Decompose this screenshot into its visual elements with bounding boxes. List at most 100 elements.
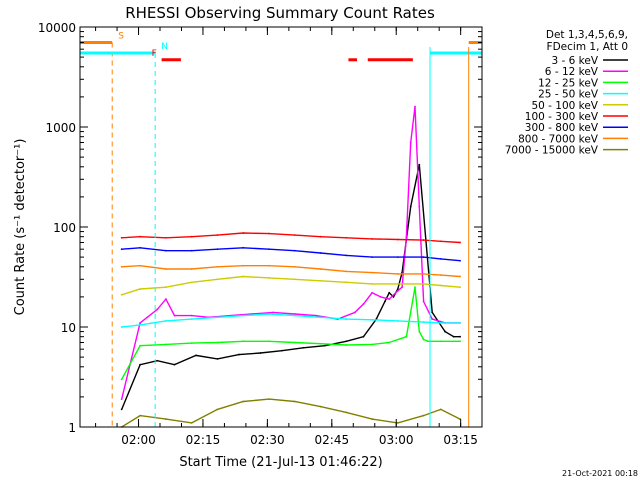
data-point	[345, 344, 348, 346]
data-point	[319, 235, 322, 238]
data-point	[293, 313, 296, 315]
data-point	[345, 340, 348, 343]
data-point	[216, 357, 219, 360]
data-point	[422, 282, 425, 285]
y-tick-label: 10000	[38, 21, 76, 35]
data-point	[319, 279, 322, 282]
legend-entry-label: 100 - 300 keV	[525, 111, 599, 123]
x-tick-label: 02:30	[250, 433, 285, 447]
data-point	[379, 295, 382, 298]
data-point	[242, 246, 245, 249]
legend-header: Det 1,3,4,5,6,9,	[546, 29, 628, 41]
chart-title: RHESSI Observing Summary Count Rates	[125, 4, 435, 22]
data-point	[418, 163, 421, 166]
series-line	[121, 247, 461, 262]
data-point	[422, 414, 425, 417]
data-point	[426, 340, 429, 343]
data-point	[268, 313, 270, 315]
data-point	[190, 314, 193, 317]
data-point	[319, 342, 322, 345]
series-4	[120, 313, 461, 328]
data-point	[319, 405, 322, 408]
data-point	[268, 398, 270, 401]
data-point	[190, 235, 193, 238]
data-point	[139, 235, 142, 238]
data-point	[444, 330, 446, 333]
x-tick-label: 03:15	[443, 433, 478, 447]
x-tick-label: 02:15	[186, 433, 221, 447]
data-point	[139, 344, 142, 347]
series-5	[120, 275, 461, 296]
data-point	[190, 318, 193, 320]
data-point	[396, 320, 399, 322]
data-point	[173, 314, 176, 317]
data-point	[242, 314, 245, 317]
data-point	[120, 248, 123, 251]
y-tick-label: 100	[53, 221, 76, 235]
data-point	[345, 281, 348, 284]
data-point	[345, 318, 348, 320]
data-point	[242, 264, 245, 267]
series-line	[121, 275, 461, 296]
data-point	[164, 268, 167, 270]
data-point	[405, 335, 408, 338]
data-point	[371, 238, 373, 240]
legend-entry-label: 7000 - 15000 keV	[505, 145, 599, 157]
data-point	[422, 338, 425, 341]
data-point	[293, 265, 296, 268]
legend-entry-label: 3 - 6 keV	[551, 55, 598, 67]
data-point	[422, 256, 425, 259]
data-point	[418, 205, 421, 208]
series-line	[121, 232, 461, 244]
series-line	[121, 164, 461, 410]
data-point	[345, 254, 348, 257]
data-point	[371, 343, 373, 346]
data-point	[388, 291, 391, 294]
data-point	[268, 276, 270, 279]
data-point	[371, 282, 373, 285]
data-point	[195, 354, 197, 357]
data-point	[409, 141, 412, 144]
data-point	[139, 264, 142, 267]
data-point	[190, 421, 193, 424]
data-point	[190, 268, 193, 270]
data-point	[384, 300, 386, 303]
data-point	[293, 341, 296, 344]
data-point	[242, 340, 245, 343]
data-point	[439, 284, 442, 287]
data-point	[396, 238, 399, 241]
data-point	[452, 335, 455, 338]
data-point	[459, 335, 461, 338]
data-point	[120, 326, 123, 328]
data-point	[173, 363, 176, 366]
data-point	[405, 235, 408, 238]
legend-entry-label: 12 - 25 keV	[538, 77, 599, 89]
data-point	[293, 249, 296, 252]
series-layer	[120, 105, 461, 428]
series-3	[120, 286, 461, 381]
series-line	[121, 106, 461, 400]
data-point	[319, 268, 322, 270]
data-point	[259, 352, 262, 354]
series-line	[121, 264, 461, 278]
data-point	[418, 330, 421, 333]
data-point	[242, 275, 245, 278]
data-point	[190, 281, 193, 284]
axis-layer: 02:00 02:15 02:30 02:45 03:00 03:15 1 10 100 1000…	[38, 21, 482, 447]
data-point	[120, 408, 123, 411]
data-point	[371, 318, 373, 321]
series-2	[120, 105, 461, 401]
data-point	[216, 341, 219, 344]
x-tick-label: 03:00	[379, 433, 414, 447]
data-point	[216, 265, 219, 268]
data-point	[439, 274, 442, 277]
data-point	[216, 408, 219, 411]
data-point	[396, 272, 399, 275]
data-point	[459, 340, 461, 343]
data-point	[164, 236, 167, 239]
data-point	[139, 321, 142, 324]
data-point	[120, 398, 123, 401]
legend-entry-label: 6 - 12 keV	[545, 66, 599, 78]
flag-layer: S NF	[79, 31, 483, 427]
